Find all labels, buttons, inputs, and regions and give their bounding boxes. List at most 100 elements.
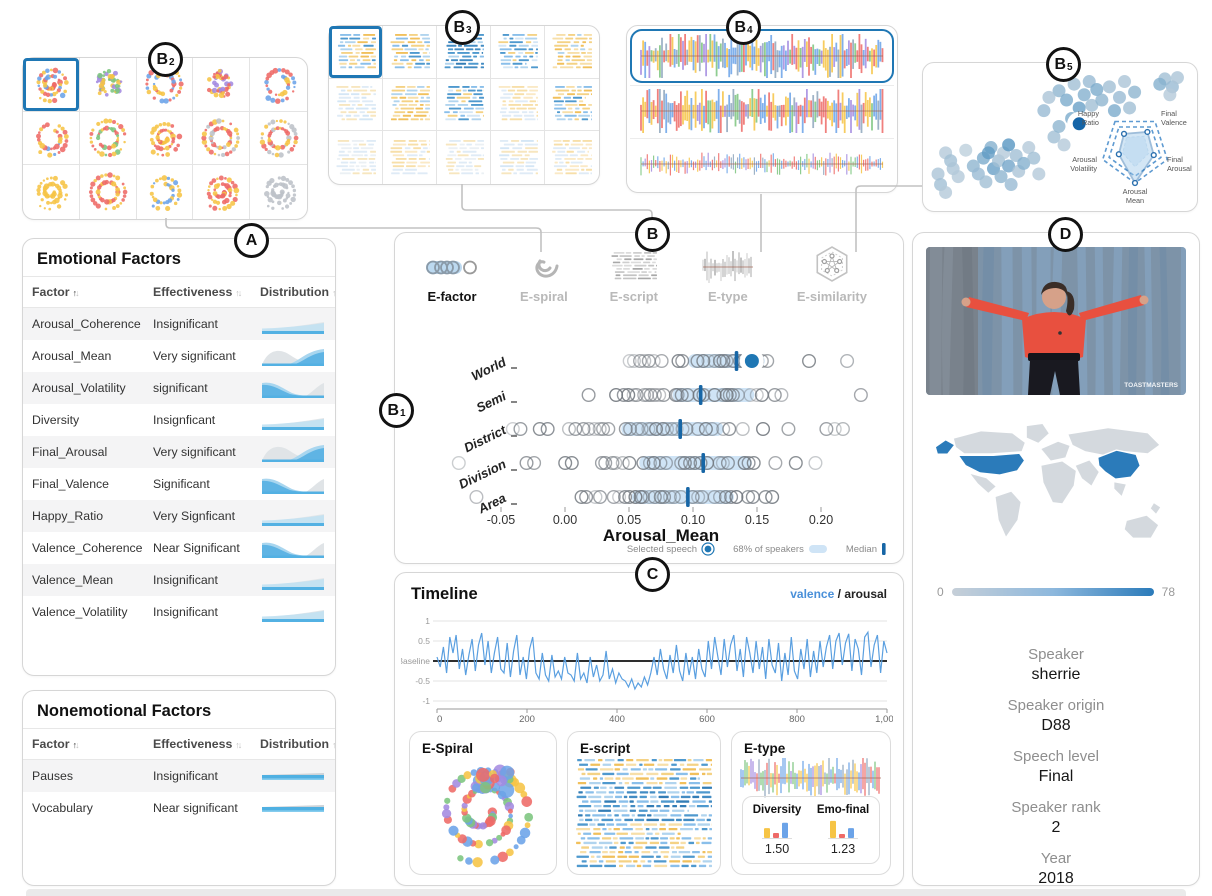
escript-thumbnail-5[interactable] <box>545 26 599 79</box>
espiral-thumbnail-14[interactable] <box>193 165 251 219</box>
espiral-thumbnail-5[interactable] <box>250 58 307 112</box>
sort-icon[interactable]: ↑↓ <box>332 288 335 298</box>
band-icon <box>808 545 827 553</box>
factor-name: Pauses <box>23 759 144 792</box>
escript-thumbnail-12[interactable] <box>383 131 437 184</box>
tab-e-spiral[interactable]: E-spiral <box>520 247 568 304</box>
factor-name: Final_Arousal <box>23 436 144 468</box>
column-header-distribution[interactable]: Distribution↑↓ <box>251 728 335 760</box>
espiral-thumbnail-7[interactable] <box>79 111 137 166</box>
sort-icon[interactable]: ↑↓ <box>235 740 242 750</box>
distribution-sparkline <box>251 792 335 824</box>
escript-thumbnail-15[interactable] <box>545 131 599 184</box>
escript-thumbnail-1[interactable] <box>329 26 383 79</box>
sort-icon[interactable]: ↑↓ <box>72 288 80 298</box>
espiral-thumbnail-11[interactable] <box>23 165 80 219</box>
emotional-factors-table: Factor↑↓Effectiveness↑↓Distribution↑↓ Val… <box>23 276 335 628</box>
distribution-sparkline <box>251 564 335 596</box>
similarity-radar-chart <box>1101 120 1169 187</box>
espiral-thumbnail-13[interactable] <box>137 165 194 219</box>
svg-text:0.05: 0.05 <box>617 513 641 527</box>
distribution-sparkline <box>251 596 335 628</box>
tab-label: E-factor <box>427 289 477 304</box>
distribution-sparkline <box>251 436 335 468</box>
escript-thumbnail-8[interactable] <box>437 78 491 132</box>
escript-thumbnail-2[interactable] <box>383 26 437 79</box>
svg-text:0.5: 0.5 <box>418 636 430 646</box>
espiral-thumbnail-8[interactable] <box>136 111 194 166</box>
tab-e-script[interactable]: E-script <box>609 247 659 304</box>
sort-icon[interactable]: ↑↓ <box>235 288 242 298</box>
view-tabs: E-factor E-spiral E-script E-type E-similari… <box>395 241 903 304</box>
svg-text:TOASTMASTERS: TOASTMASTERS <box>1124 382 1178 389</box>
colorbar-min: 0 <box>937 585 944 599</box>
espiral-thumbnail-10[interactable] <box>250 112 307 166</box>
column-header-factor[interactable]: Factor ↑↓ <box>23 276 144 308</box>
etype-thumbnail-row-2[interactable] <box>630 85 894 136</box>
emofinal-mini-bars <box>828 820 859 839</box>
speaker-similarity-scatter[interactable] <box>923 63 1197 211</box>
escript-thumbnail-4[interactable] <box>491 26 545 79</box>
selected-speech-icon <box>701 542 715 556</box>
badge-a: A <box>234 223 269 258</box>
effectiveness-value: Near significant <box>153 801 238 815</box>
escript-thumbnail-7[interactable] <box>383 78 437 132</box>
tab-e-factor[interactable]: E-factor <box>425 247 479 304</box>
distribution-sparkline <box>251 500 335 532</box>
map-colorbar: 0 78 <box>937 585 1175 599</box>
espiral-thumbnail-9[interactable] <box>193 111 251 166</box>
espiral-thumbnail-15[interactable] <box>250 165 307 219</box>
svg-text:Semi: Semi <box>474 388 509 415</box>
espiral-subpanel-title: E-Spiral <box>422 741 474 756</box>
tab-e-type[interactable]: E-type <box>700 247 756 304</box>
escript-thumbnail-13[interactable] <box>437 131 491 184</box>
column-header-distribution[interactable]: Distribution↑↓ <box>251 276 335 308</box>
distribution-sparkline <box>251 340 335 372</box>
escript-glyph <box>576 759 712 868</box>
arousal-mean-dot-plot[interactable]: -0.05 0.00 0.05 0.10 0.15 0.20 Arousal_Mean Wor… <box>395 331 903 543</box>
sort-icon[interactable]: ↑↓ <box>72 740 80 750</box>
escript-thumbnail-14[interactable] <box>491 131 545 184</box>
espiral-thumbnail-12[interactable] <box>80 165 137 219</box>
svg-text:800: 800 <box>789 714 805 725</box>
etype-thumbnail-row-1[interactable] <box>630 29 894 83</box>
speaker-origin-map <box>934 424 1161 538</box>
radar-axis-label-arousal-mean: Arousal Mean <box>1122 187 1148 206</box>
column-header-effectiveness[interactable]: Effectiveness ↑↓ <box>144 728 251 760</box>
e-factor-icon <box>425 247 479 283</box>
espiral-thumbnail-2[interactable] <box>79 58 137 112</box>
escript-thumbnail-9[interactable] <box>491 78 545 132</box>
escript-thumbnail-6[interactable] <box>329 78 383 132</box>
effectiveness-value: significant <box>144 372 251 404</box>
espiral-thumbnail-6[interactable] <box>23 111 80 166</box>
svg-text:1,000: 1,000 <box>875 714 893 725</box>
sort-icon[interactable]: ↑↓ <box>332 740 335 750</box>
espiral-thumbnail-4[interactable] <box>193 58 251 112</box>
column-header-effectiveness[interactable]: Effectiveness ↑↓ <box>144 276 251 308</box>
etype-thumbnail-row-3[interactable] <box>630 138 894 189</box>
nonemotional-factors-panel: Nonemotional Factors Factor ↑↓ Effectivene… <box>22 690 336 886</box>
escript-thumbnail-10[interactable] <box>545 79 599 132</box>
column-header-factor[interactable]: Factor ↑↓ <box>23 728 144 760</box>
espiral-thumbnail-1[interactable] <box>23 58 80 112</box>
escript-thumbnail-11[interactable] <box>329 131 383 184</box>
radar-axis-label-final-valence: Final Valence <box>1161 109 1187 128</box>
factor-name: Vocabulary <box>32 801 93 815</box>
valence-arousal-timeline[interactable]: 1 0.5 Baseline -0.5 -1 0 200 400 600 800 1,000 <box>401 609 893 725</box>
tab-e-similarity[interactable]: E-similarity <box>797 246 867 304</box>
factor-name: Final_Valence <box>32 477 110 491</box>
